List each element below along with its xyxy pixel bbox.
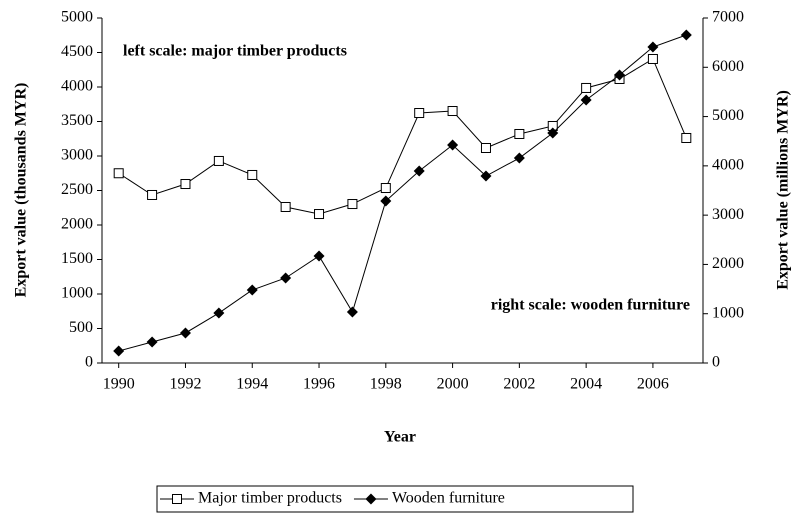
y2-tick-label: 4000	[712, 157, 744, 174]
marker-square	[347, 199, 358, 210]
annotation: left scale: major timber products	[123, 43, 347, 60]
marker-diamond	[179, 327, 191, 339]
x-tick-label: 2002	[503, 376, 535, 393]
x-axis-label: Year	[384, 429, 416, 446]
annotation: right scale: wooden furniture	[491, 297, 690, 314]
marker-square	[447, 106, 458, 117]
y2-tick-label: 0	[712, 354, 720, 371]
marker-diamond	[380, 195, 392, 207]
marker-diamond	[313, 250, 325, 262]
legend-label: Wooden furniture	[392, 490, 505, 507]
marker-diamond	[647, 41, 659, 53]
marker-square	[147, 189, 158, 200]
marker-square	[681, 132, 692, 143]
y-tick-label: 4000	[61, 78, 93, 95]
marker-square	[480, 142, 491, 153]
x-tick-label: 1990	[103, 376, 135, 393]
legend-label: Major timber products	[198, 490, 342, 507]
marker-diamond	[113, 345, 125, 357]
x-tick-label: 1994	[236, 376, 268, 393]
marker-square	[113, 168, 124, 179]
y2-tick-label: 6000	[712, 58, 744, 75]
marker-square	[581, 82, 592, 93]
marker-square	[280, 201, 291, 212]
y-tick-label: 3000	[61, 147, 93, 164]
marker-square	[514, 128, 525, 139]
marker-diamond	[680, 29, 692, 41]
y-tick-label: 500	[69, 319, 93, 336]
x-tick-label: 1998	[370, 376, 402, 393]
y-tick-label: 2000	[61, 216, 93, 233]
y2-tick-label: 3000	[712, 206, 744, 223]
legend-box	[156, 485, 634, 513]
marker-square	[380, 183, 391, 194]
marker-diamond	[146, 336, 158, 348]
x-tick-label: 2004	[570, 376, 602, 393]
marker-diamond	[246, 284, 258, 296]
y2-tick-label: 5000	[712, 107, 744, 124]
x-tick-label: 2006	[637, 376, 669, 393]
marker-diamond	[614, 69, 626, 81]
y-tick-label: 5000	[61, 9, 93, 26]
y2-tick-label: 1000	[712, 304, 744, 321]
marker-diamond	[580, 94, 592, 106]
marker-diamond	[413, 165, 425, 177]
marker-diamond	[513, 152, 525, 164]
y2-axis-label: Export value (millions MYR)	[775, 90, 792, 290]
series-line	[118, 58, 687, 215]
y2-tick-label: 7000	[712, 9, 744, 26]
marker-diamond	[280, 272, 292, 284]
y-tick-label: 1000	[61, 285, 93, 302]
x-tick-label: 1996	[303, 376, 335, 393]
marker-diamond	[365, 493, 377, 505]
marker-square	[414, 108, 425, 119]
marker-square	[213, 155, 224, 166]
x-tick-label: 1992	[169, 376, 201, 393]
y-tick-label: 1500	[61, 250, 93, 267]
y-tick-label: 4500	[61, 43, 93, 60]
marker-square	[314, 209, 325, 220]
marker-diamond	[447, 139, 459, 151]
marker-square	[172, 494, 182, 504]
marker-square	[647, 53, 658, 64]
x-tick-label: 2000	[437, 376, 469, 393]
y-axis-label: Export value (thousands MYR)	[13, 83, 30, 298]
marker-diamond	[346, 306, 358, 318]
marker-diamond	[213, 307, 225, 319]
marker-diamond	[547, 127, 559, 139]
marker-diamond	[480, 170, 492, 182]
y2-tick-label: 2000	[712, 255, 744, 272]
y-tick-label: 0	[85, 354, 93, 371]
marker-square	[180, 179, 191, 190]
y-tick-label: 2500	[61, 181, 93, 198]
marker-square	[247, 169, 258, 180]
series-line	[118, 34, 687, 352]
y-tick-label: 3500	[61, 112, 93, 129]
